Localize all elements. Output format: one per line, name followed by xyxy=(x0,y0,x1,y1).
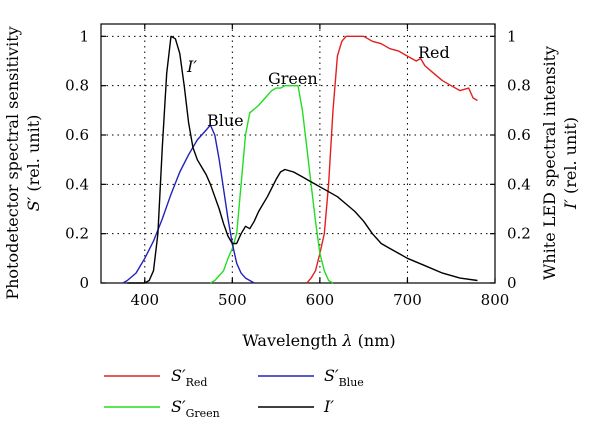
y2-tick-label-0: 0 xyxy=(507,274,517,292)
y2-tick-label-0.6: 0.6 xyxy=(507,126,531,144)
y2-tick-label-0.2: 0.2 xyxy=(507,225,531,243)
legend-label-red: S′Red xyxy=(171,366,207,389)
annotation-red: Red xyxy=(418,43,450,62)
y-tick-label-0.2: 0.2 xyxy=(65,225,89,243)
legend-label-blue: S′Blue xyxy=(324,366,364,389)
grid xyxy=(101,24,495,283)
y-tick-label-0.4: 0.4 xyxy=(65,175,89,193)
plot-frame xyxy=(100,23,496,284)
legend-item-green: S′Green xyxy=(104,397,220,420)
y-tick-label-0: 0 xyxy=(79,274,89,292)
right-y-axis-label-line2: I′ (rel. unit) xyxy=(561,117,580,210)
series-line-i xyxy=(127,35,478,284)
x-tick-label-500: 500 xyxy=(218,291,247,309)
legend-item-i-prime: I′ xyxy=(258,397,334,416)
x-tick-label-600: 600 xyxy=(306,291,335,309)
x-tick-label-700: 700 xyxy=(393,291,422,309)
annotation-i-prime: I′ xyxy=(186,57,197,76)
annotation-green: Green xyxy=(268,69,318,88)
legend-item-red: S′Red xyxy=(104,366,207,389)
annotation-blue: Blue xyxy=(207,111,244,130)
y-tick-label-0.8: 0.8 xyxy=(65,77,89,95)
series-line-s-red xyxy=(306,35,478,284)
legend: S′Red S′Green S′Blue I′ xyxy=(104,366,364,420)
y2-tick-label-1: 1 xyxy=(507,27,517,45)
y-tick-label-0.6: 0.6 xyxy=(65,126,89,144)
series-line-s-blue xyxy=(122,124,255,284)
x-tick-label-400: 400 xyxy=(130,291,159,309)
legend-label-i-prime: I′ xyxy=(323,397,334,416)
y2-tick-label-0.8: 0.8 xyxy=(507,77,531,95)
legend-label-green: S′Green xyxy=(171,397,220,420)
series-line-s-green xyxy=(210,85,334,284)
legend-item-blue: S′Blue xyxy=(258,366,364,389)
right-y-axis-label-line1: White LED spectral intensity xyxy=(540,46,559,280)
left-y-axis-label-line2: S′ (rel. unit) xyxy=(24,115,43,212)
x-tick-label-800: 800 xyxy=(481,291,510,309)
left-y-axis-label-line1: Photodetector spectral sensitivity xyxy=(3,26,22,299)
y2-tick-label-0.4: 0.4 xyxy=(507,175,531,193)
series-lines xyxy=(122,35,478,284)
x-axis-label: Wavelength λ (nm) xyxy=(242,331,395,350)
y-tick-label-1: 1 xyxy=(79,27,89,45)
